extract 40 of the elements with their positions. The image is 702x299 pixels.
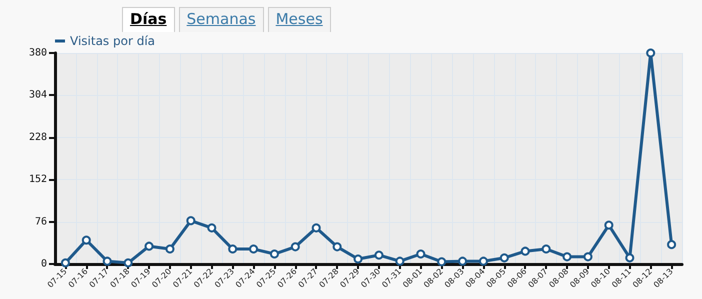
point	[290, 242, 300, 252]
point	[124, 258, 133, 268]
point	[500, 253, 509, 262]
point	[604, 220, 614, 230]
text: Meses	[268, 7, 331, 32]
point	[82, 236, 91, 245]
text: Días	[122, 7, 175, 32]
point	[60, 258, 70, 268]
point	[165, 244, 174, 254]
text: Semanas	[178, 7, 264, 32]
point	[458, 256, 468, 266]
point	[437, 257, 446, 266]
y-tick-label: 0	[40, 258, 47, 270]
point	[312, 223, 321, 232]
legend-label: Visitas por día	[70, 34, 156, 48]
point	[270, 250, 279, 259]
point	[332, 242, 342, 252]
point	[625, 253, 634, 262]
point	[646, 48, 656, 58]
point	[144, 242, 154, 251]
point	[478, 256, 488, 266]
point	[228, 244, 238, 254]
y-tick-label: 304	[28, 90, 47, 101]
y-tick-label: 228	[28, 132, 47, 143]
point	[354, 254, 363, 264]
point	[395, 256, 404, 266]
point	[667, 240, 676, 250]
point	[374, 250, 384, 260]
point	[562, 252, 572, 262]
point	[520, 246, 530, 256]
y-tick-label: 76	[34, 216, 47, 228]
point	[416, 250, 426, 259]
point	[542, 244, 551, 254]
point	[249, 244, 258, 254]
point	[186, 216, 196, 226]
point	[102, 256, 112, 266]
y-tick-label: 152	[28, 174, 47, 186]
point	[207, 223, 216, 232]
y-tick-label: 380	[28, 48, 47, 58]
point	[583, 252, 592, 262]
